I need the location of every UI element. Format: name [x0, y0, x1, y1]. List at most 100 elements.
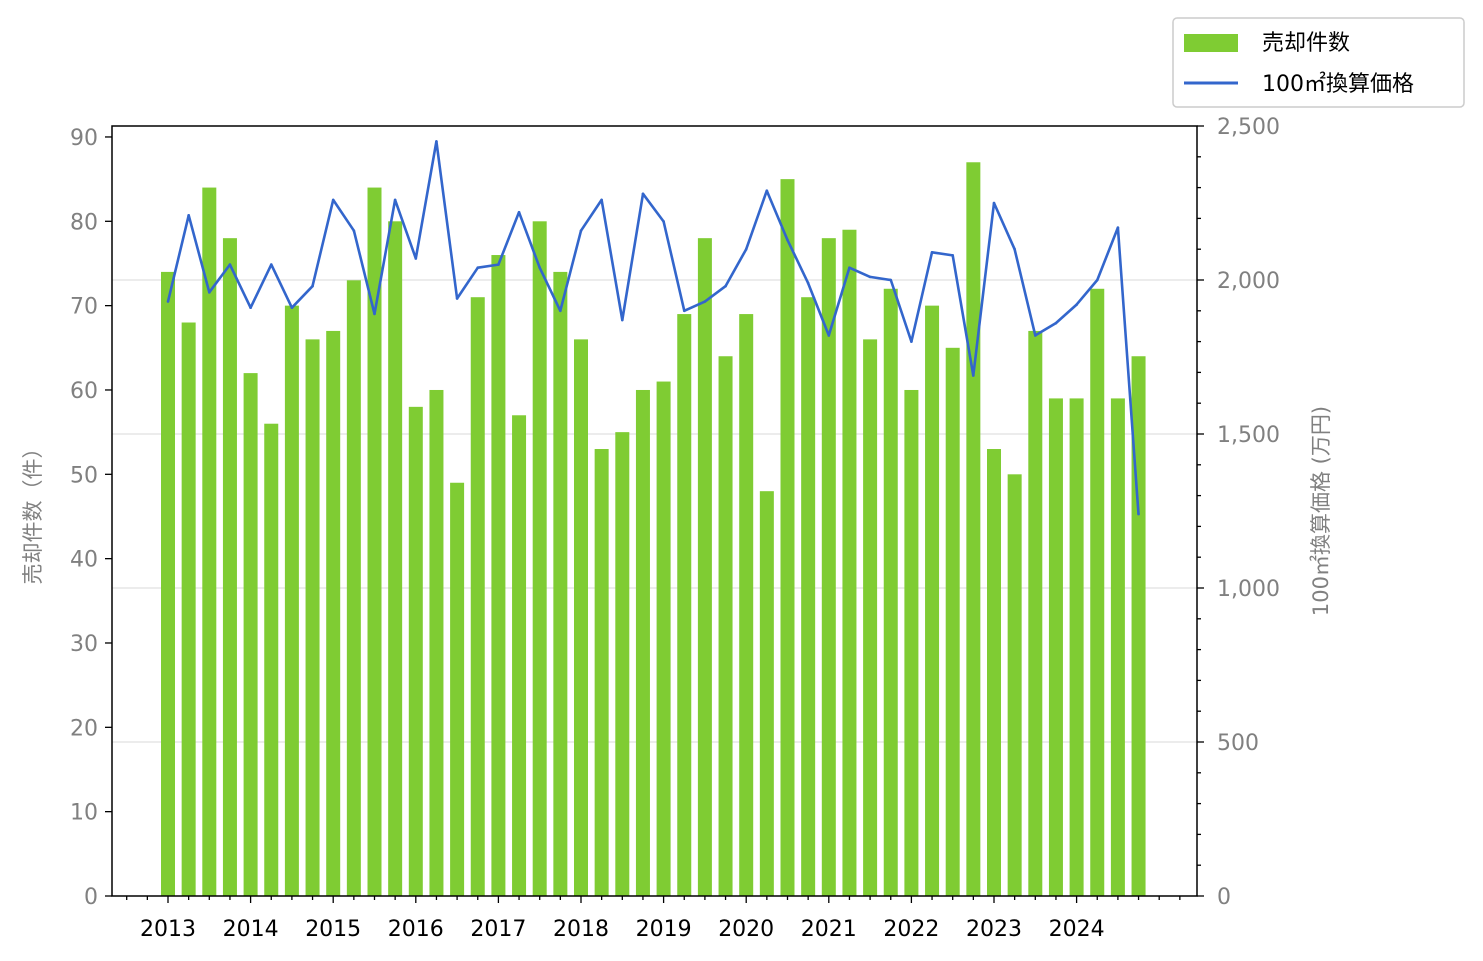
- x-tick-label: 2023: [966, 917, 1022, 942]
- y2-tick-label: 1,000: [1217, 577, 1280, 602]
- line-point: [641, 192, 645, 196]
- y-tick-label: 50: [70, 463, 98, 488]
- price-line: [166, 140, 1140, 515]
- bar: [697, 238, 712, 896]
- bar: [574, 339, 588, 896]
- x-tick-label: 2013: [140, 917, 196, 942]
- x-tick-label: 2016: [388, 917, 444, 942]
- line-point: [414, 257, 418, 260]
- y-tick-label: 80: [70, 210, 98, 235]
- bar: [161, 271, 175, 896]
- line-point: [910, 340, 913, 343]
- x-tick-label: 2019: [636, 917, 692, 942]
- bar: [326, 330, 341, 896]
- line-point: [373, 312, 376, 316]
- bar: [1069, 398, 1084, 896]
- line-point: [249, 306, 252, 310]
- y2-tick-label: 0: [1217, 885, 1231, 910]
- line-point: [848, 266, 851, 269]
- line-point: [806, 281, 810, 285]
- y-tick-label: 70: [70, 295, 98, 320]
- line-point: [724, 284, 727, 288]
- line-point: [744, 247, 748, 251]
- legend-line-label: 100㎡換算価格: [1262, 71, 1414, 97]
- bar: [470, 297, 485, 896]
- legend-bar-swatch: [1184, 34, 1238, 52]
- line-point: [579, 229, 583, 233]
- bar: [677, 314, 692, 897]
- bar: [594, 449, 609, 896]
- bar: [264, 423, 279, 896]
- line-point: [951, 254, 954, 257]
- bar: [408, 406, 423, 896]
- x-tick-label: 2015: [305, 917, 361, 942]
- line-point: [166, 300, 170, 303]
- y-tick-label: 90: [70, 126, 98, 151]
- legend-box: [1172, 17, 1465, 108]
- y2-tick-label: 2,000: [1217, 269, 1280, 294]
- line-point: [992, 201, 996, 205]
- bar: [821, 238, 836, 896]
- y-tick-label: 0: [84, 885, 98, 910]
- line-point: [559, 309, 562, 313]
- bar: [1131, 356, 1146, 896]
- bar: [739, 314, 754, 897]
- x-tick-label: 2018: [553, 917, 609, 942]
- bar: [243, 373, 258, 897]
- line-point: [621, 318, 624, 322]
- line-point: [538, 266, 541, 269]
- y-tick-label: 40: [70, 548, 98, 573]
- bar: [222, 238, 237, 896]
- line-point: [497, 263, 500, 266]
- y-tick-label: 20: [70, 716, 98, 741]
- left-axis-ticks: 0 10 20 30 40 50 60 70 80 90: [70, 126, 112, 910]
- bar: [202, 187, 217, 896]
- bar: [305, 339, 320, 896]
- bar: [553, 271, 568, 896]
- line-point: [889, 278, 893, 282]
- bar: [284, 305, 299, 896]
- line-point: [290, 306, 294, 310]
- bar: [367, 187, 382, 896]
- x-tick-label: 2014: [223, 917, 279, 942]
- bar: [801, 297, 816, 896]
- bar: [346, 280, 361, 896]
- line-point: [331, 198, 335, 202]
- line-point: [1034, 334, 1037, 337]
- line-point: [600, 198, 603, 202]
- bar: [532, 221, 547, 896]
- right-axis-title: 100㎡換算価格 (万円): [1309, 406, 1333, 616]
- x-tick-label: 2022: [883, 917, 939, 942]
- y-tick-label: 60: [70, 379, 98, 404]
- bar: [1007, 474, 1022, 896]
- right-axis-ticks: 0 500 1,000 1,500 2,000 2,500: [1197, 115, 1280, 910]
- bar-series: [161, 162, 1146, 897]
- y-tick-label: 10: [70, 801, 98, 826]
- bar: [181, 322, 196, 897]
- legend-bar-label: 売却件数: [1262, 31, 1350, 56]
- line-point: [455, 297, 459, 300]
- line-point: [228, 263, 232, 266]
- line-point: [1116, 226, 1120, 229]
- x-tick-label: 2021: [801, 917, 857, 942]
- line-point: [311, 284, 314, 288]
- bar: [718, 356, 733, 896]
- bar: [842, 229, 857, 897]
- x-tick-label: 2017: [470, 917, 526, 942]
- line-point: [682, 309, 686, 313]
- line-point: [868, 275, 872, 279]
- bar: [635, 389, 650, 896]
- plot-frame: [111, 125, 1198, 897]
- bar: [512, 415, 527, 896]
- bar: [615, 432, 630, 896]
- line-point: [187, 214, 190, 217]
- line-point: [827, 334, 831, 337]
- bar: [863, 339, 878, 896]
- bar: [1048, 398, 1063, 896]
- bar: [491, 255, 506, 897]
- line-point: [517, 210, 521, 214]
- line-series: [166, 140, 1140, 516]
- line-point: [1137, 512, 1140, 516]
- bar: [925, 305, 940, 896]
